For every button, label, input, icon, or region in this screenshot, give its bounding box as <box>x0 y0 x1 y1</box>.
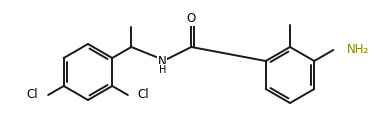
Text: Cl: Cl <box>26 89 38 102</box>
Text: N: N <box>158 55 167 68</box>
Text: NH₂: NH₂ <box>347 44 370 56</box>
Text: O: O <box>187 12 196 25</box>
Text: Cl: Cl <box>138 89 149 102</box>
Text: H: H <box>159 65 166 75</box>
